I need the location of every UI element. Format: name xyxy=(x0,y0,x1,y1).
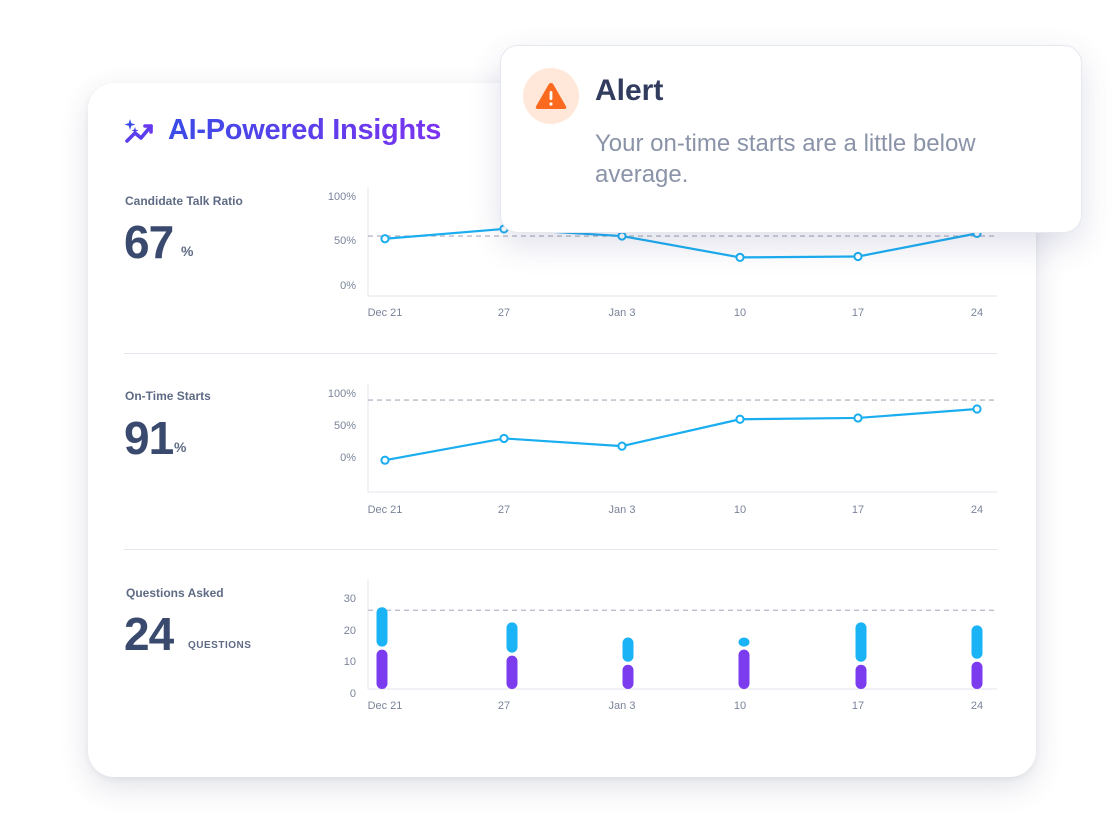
y-tick-label: 30 xyxy=(344,593,356,605)
metric-label: On-Time Starts xyxy=(125,389,211,403)
bar-segment-top xyxy=(855,622,867,662)
y-tick-label: 100% xyxy=(328,191,356,203)
bar-segment-top xyxy=(738,637,750,647)
bar-segment-bottom xyxy=(738,649,750,689)
x-tick-label: Dec 21 xyxy=(368,504,403,516)
bar-segment-bottom xyxy=(855,664,867,689)
bar-segment-top xyxy=(506,622,518,653)
alert-popup: Alert Your on-time starts are a little b… xyxy=(500,45,1082,233)
x-tick-label: 27 xyxy=(498,700,510,712)
metric-value: 67 xyxy=(124,216,174,268)
series-line xyxy=(384,227,978,259)
header: AI-Powered Insights xyxy=(124,110,441,150)
metric-unit: % xyxy=(174,439,187,455)
metric-value: 24 xyxy=(124,608,174,660)
x-tick-label: 27 xyxy=(498,307,510,319)
y-tick-label: 0% xyxy=(340,280,356,292)
sparkle-trend-icon xyxy=(124,119,153,143)
y-tick-label: 10 xyxy=(344,656,356,668)
x-tick-label: Jan 3 xyxy=(609,504,636,516)
x-tick-label: Dec 21 xyxy=(368,700,403,712)
x-tick-label: 10 xyxy=(734,504,746,516)
data-point xyxy=(380,455,390,465)
alert-title: Alert xyxy=(595,74,664,107)
x-tick-label: 17 xyxy=(852,700,864,712)
bar-segment-bottom xyxy=(376,649,388,689)
data-point xyxy=(617,441,627,451)
data-point xyxy=(617,231,627,241)
data-point xyxy=(853,251,863,262)
page-title: AI-Powered Insights xyxy=(168,113,442,146)
bar-segment-top xyxy=(971,625,983,659)
questions-asked-chart: 30 20 10 0 Dec 21 27 Jan 3 10 17 24 xyxy=(344,580,997,712)
x-tick-label: 10 xyxy=(734,307,746,319)
x-tick-label: 24 xyxy=(971,307,983,319)
on-time-starts-chart: 100% 50% 0% Dec 21 27 Jan 3 10 17 24 xyxy=(328,384,997,516)
x-tick-label: Jan 3 xyxy=(609,307,636,319)
metric-unit: QUESTIONS xyxy=(188,640,252,651)
bar-segment-bottom xyxy=(506,655,518,689)
x-tick-label: 24 xyxy=(971,700,983,712)
data-point xyxy=(499,433,509,444)
x-tick-label: Jan 3 xyxy=(609,700,636,712)
metric-value: 91 xyxy=(124,412,174,464)
bar-segment-bottom xyxy=(971,661,983,689)
y-tick-label: 0 xyxy=(350,688,356,700)
x-tick-label: 17 xyxy=(852,307,864,319)
bar-segment-top xyxy=(622,637,634,662)
talk-ratio-chart: 100% 50% 0% Dec 21 27 Jan 3 10 17 24 xyxy=(328,188,997,319)
alert-message: Your on-time starts are a little below a… xyxy=(595,130,976,188)
y-tick-label: 50% xyxy=(334,420,356,432)
data-point xyxy=(853,413,863,423)
metric-unit: % xyxy=(181,243,194,259)
warning-triangle-icon xyxy=(535,83,567,109)
metric-label: Questions Asked xyxy=(126,586,224,600)
y-tick-label: 20 xyxy=(344,625,356,637)
x-tick-label: 24 xyxy=(971,504,983,516)
alert-icon-badge xyxy=(523,68,579,124)
bar-segment-top xyxy=(376,607,388,647)
data-point xyxy=(972,404,982,414)
y-tick-label: 0% xyxy=(340,452,356,464)
divider xyxy=(124,353,997,354)
bar-segment-bottom xyxy=(622,664,634,689)
x-tick-label: 27 xyxy=(498,504,510,516)
y-tick-label: 50% xyxy=(334,235,356,247)
divider xyxy=(124,549,997,550)
data-point xyxy=(735,252,745,263)
x-tick-label: 10 xyxy=(734,700,746,712)
x-tick-label: Dec 21 xyxy=(368,307,403,319)
y-tick-label: 100% xyxy=(328,388,356,400)
data-point xyxy=(735,414,745,424)
series-line xyxy=(384,407,978,462)
data-point xyxy=(380,234,390,244)
metric-label: Candidate Talk Ratio xyxy=(125,194,243,208)
x-tick-label: 17 xyxy=(852,504,864,516)
